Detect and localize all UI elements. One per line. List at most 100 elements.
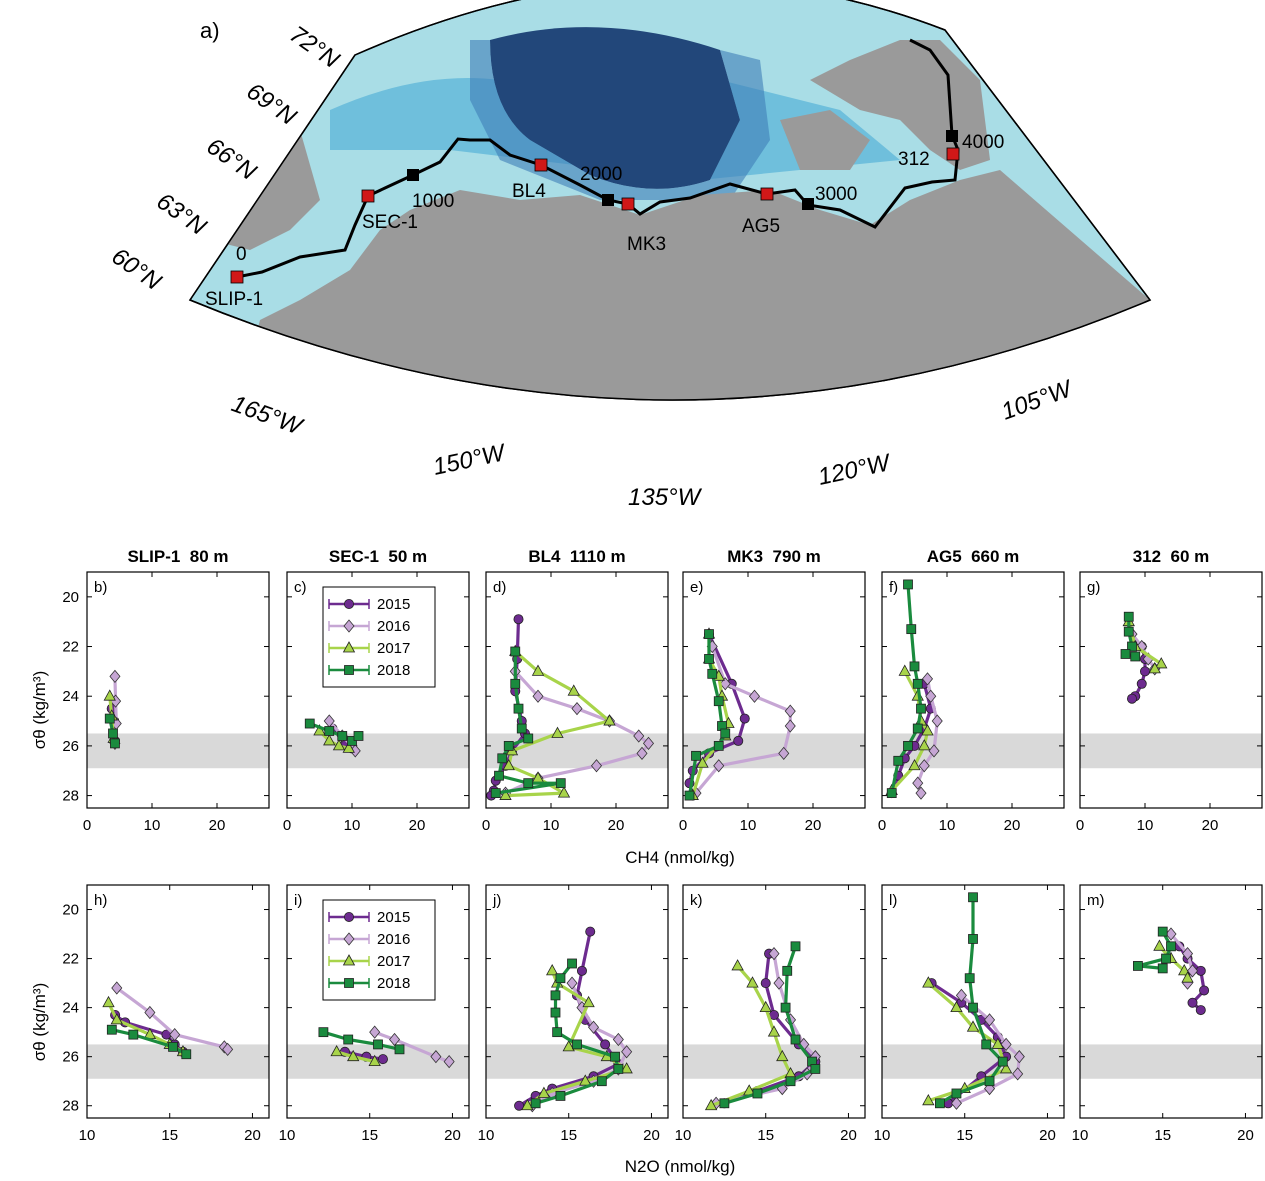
data-point-2018	[984, 1076, 995, 1087]
data-point-2018	[704, 629, 714, 640]
y-tick-label: 20	[62, 902, 79, 919]
panel-frame	[485, 571, 669, 809]
x-tick-label: 10	[675, 1127, 692, 1144]
data-point-2016	[222, 1042, 234, 1056]
data-point-2018	[337, 731, 348, 741]
data-point-2015	[733, 735, 744, 746]
data-point-2016	[713, 759, 725, 773]
data-point-2018	[968, 934, 978, 944]
profile-panel-d: 0 10 20 d) BL4 1110 m	[482, 547, 669, 834]
data-point-2018	[555, 1091, 566, 1101]
distance-marker-1000	[407, 169, 419, 181]
data-point-2018	[935, 1098, 945, 1109]
panel-title: SLIP-1 80 m	[127, 547, 228, 566]
data-point-2017	[603, 714, 616, 726]
series-line-2016	[715, 953, 818, 1105]
data-point-2018	[324, 726, 335, 736]
legend: 2015 2016 2017 2018	[322, 899, 436, 1001]
data-point-2016	[642, 736, 655, 751]
x-tick-label: 0	[1076, 817, 1084, 834]
data-point-2018	[1133, 961, 1143, 971]
data-point-2016	[925, 689, 937, 703]
station-marker-slip1	[230, 270, 244, 284]
x-tick-label: 0	[878, 817, 886, 834]
data-point-2018	[1123, 611, 1134, 622]
distance-marker-4000	[946, 130, 958, 142]
legend-marker-2018	[344, 665, 354, 675]
map-panel-label: a)	[200, 18, 220, 43]
data-point-2018	[110, 738, 120, 749]
data-point-2016	[389, 1032, 401, 1047]
y-tick-label: 28	[62, 1098, 79, 1115]
data-point-2018	[168, 1041, 178, 1052]
panel-frame	[86, 884, 270, 1119]
distance-label-4000: 4000	[962, 132, 1004, 153]
data-point-2018	[373, 1039, 383, 1050]
data-point-2017	[579, 1074, 592, 1086]
data-point-2015	[1140, 666, 1151, 677]
x-tick-label: 10	[939, 817, 956, 834]
legend-label-2018: 2018	[377, 662, 410, 679]
data-point-2018	[1166, 941, 1176, 952]
data-point-2016	[590, 759, 603, 773]
data-point-2018	[893, 755, 904, 766]
x-tick-label: 10	[740, 817, 757, 834]
panel-frame	[485, 884, 669, 1119]
data-point-2018	[916, 703, 926, 714]
lon-label-165: 165°W	[228, 390, 307, 441]
data-point-2016	[566, 976, 578, 990]
data-point-2018	[964, 973, 975, 984]
data-point-2016	[369, 1025, 381, 1039]
x-tick-label: 20	[608, 817, 625, 834]
data-point-2018	[497, 753, 508, 764]
data-point-2016	[1165, 927, 1177, 941]
y-axis-label-ch4: σθ (kg/m³)	[30, 671, 49, 750]
data-point-2017	[537, 1086, 551, 1098]
data-point-2018	[912, 723, 923, 734]
data-point-2015	[585, 926, 596, 937]
data-point-2016	[915, 786, 927, 800]
legend-label-2017: 2017	[377, 953, 410, 970]
data-point-2017	[102, 995, 115, 1008]
data-point-2018	[510, 678, 521, 689]
x-tick-label: 20	[1237, 1127, 1254, 1144]
data-point-2018	[720, 728, 731, 739]
x-tick-label: 10	[1072, 1127, 1089, 1144]
data-point-2016	[950, 1096, 962, 1110]
legend-marker-2016	[343, 619, 355, 633]
legend-label-2015: 2015	[377, 909, 410, 926]
lon-label-150: 150°W	[431, 439, 510, 481]
data-point-2016	[748, 689, 761, 703]
data-point-2016	[1182, 947, 1194, 961]
data-point-2017	[551, 726, 564, 738]
data-point-2018	[106, 1024, 117, 1035]
x-tick-label: 15	[361, 1127, 378, 1144]
data-point-2015	[760, 978, 771, 989]
data-point-2016	[636, 746, 648, 760]
panel-label: g)	[1087, 579, 1100, 596]
data-point-2018	[790, 1034, 801, 1045]
panel-label: k)	[690, 892, 703, 909]
panel-title: MK3 790 m	[727, 547, 821, 566]
panel-frame	[286, 884, 470, 1119]
data-point-2016	[612, 1032, 624, 1047]
data-point-2018	[951, 1088, 962, 1099]
data-point-2017	[323, 734, 336, 746]
density-band	[1080, 733, 1262, 769]
station-marker-bl4	[534, 158, 548, 172]
data-point-2016	[430, 1050, 442, 1064]
panel-frame	[86, 571, 270, 809]
panel-frame	[881, 884, 1065, 1119]
data-point-2016	[784, 719, 796, 733]
data-point-2015	[739, 713, 750, 724]
data-point-2017	[898, 664, 911, 676]
profile-panel-b: 20 22 24 26 280 10 20 b) SLIP-1 80 m	[62, 547, 270, 834]
panel-label: c)	[294, 579, 307, 596]
data-point-2018	[707, 668, 718, 679]
panel-frame	[682, 884, 866, 1119]
data-point-2017	[1181, 971, 1194, 983]
station-marker-mk3	[621, 197, 635, 211]
data-point-2018	[510, 646, 521, 657]
panel-frame	[881, 571, 1065, 809]
